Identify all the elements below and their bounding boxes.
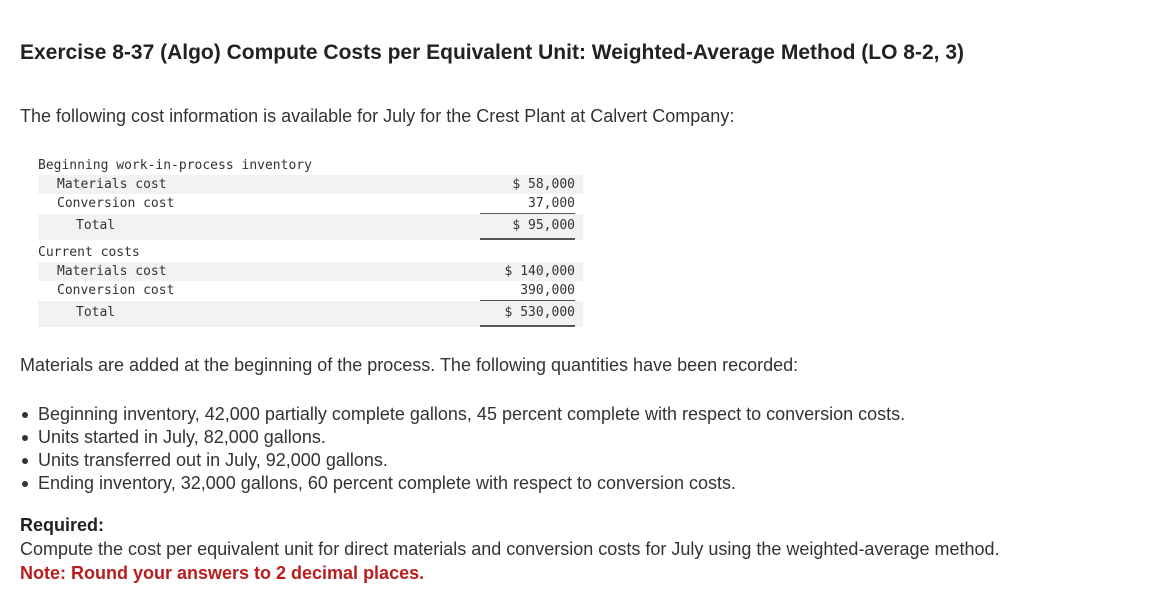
table-row: Materials cost $ 58,000 (38, 175, 583, 194)
row-label: Materials cost (57, 177, 167, 192)
list-item-text: Units transferred out in July, 92,000 ga… (38, 450, 388, 470)
list-item-text: Ending inventory, 32,000 gallons, 60 per… (38, 473, 737, 493)
table-row: Conversion cost 37,000 (38, 194, 583, 214)
total-amount: $ 95,000 (480, 214, 575, 240)
table-section-header: Beginning work-in-process inventory (38, 156, 583, 175)
cost-table: Beginning work-in-process inventory Mate… (38, 156, 583, 327)
table-row: Materials cost $ 140,000 (38, 262, 583, 281)
table-total-row: Total $ 530,000 (38, 301, 583, 327)
list-item-text: Beginning inventory, 42,000 partially co… (38, 404, 906, 424)
row-label: Conversion cost (57, 283, 175, 298)
list-item: Beginning inventory, 42,000 partially co… (20, 403, 905, 426)
bullet-icon (22, 458, 28, 464)
rounding-note: Note: Round your answers to 2 decimal pl… (20, 563, 425, 583)
row-amount: $ 58,000 (512, 177, 575, 192)
list-item: Units transferred out in July, 92,000 ga… (20, 449, 905, 472)
row-amount: $ 140,000 (504, 264, 575, 279)
list-item: Ending inventory, 32,000 gallons, 60 per… (20, 472, 905, 495)
required-text: Compute the cost per equivalent unit for… (20, 539, 1000, 559)
required-heading: Required: (20, 515, 105, 535)
bullet-icon (22, 412, 28, 418)
table-row: Conversion cost 390,000 (38, 281, 583, 301)
total-amount: $ 530,000 (480, 301, 575, 327)
list-item-text: Units started in July, 82,000 gallons. (38, 427, 326, 447)
list-item: Units started in July, 82,000 gallons. (20, 426, 905, 449)
beginning-wip-header: Beginning work-in-process inventory (38, 158, 312, 173)
row-label: Conversion cost (57, 196, 175, 211)
current-costs-header: Current costs (38, 245, 140, 260)
row-amount: 37,000 (480, 194, 575, 214)
row-label: Materials cost (57, 264, 167, 279)
row-amount: 390,000 (480, 281, 575, 301)
table-total-row: Total $ 95,000 (38, 214, 583, 240)
bullet-icon (22, 435, 28, 441)
exercise-title: Exercise 8-37 (Algo) Compute Costs per E… (20, 41, 964, 64)
quantities-list: Beginning inventory, 42,000 partially co… (20, 403, 905, 495)
table-section-header: Current costs (38, 243, 583, 262)
total-label: Total (76, 218, 116, 233)
bullet-icon (22, 481, 28, 487)
total-label: Total (76, 305, 116, 320)
intro-text: The following cost information is availa… (20, 106, 735, 126)
quantities-intro: Materials are added at the beginning of … (20, 355, 799, 375)
